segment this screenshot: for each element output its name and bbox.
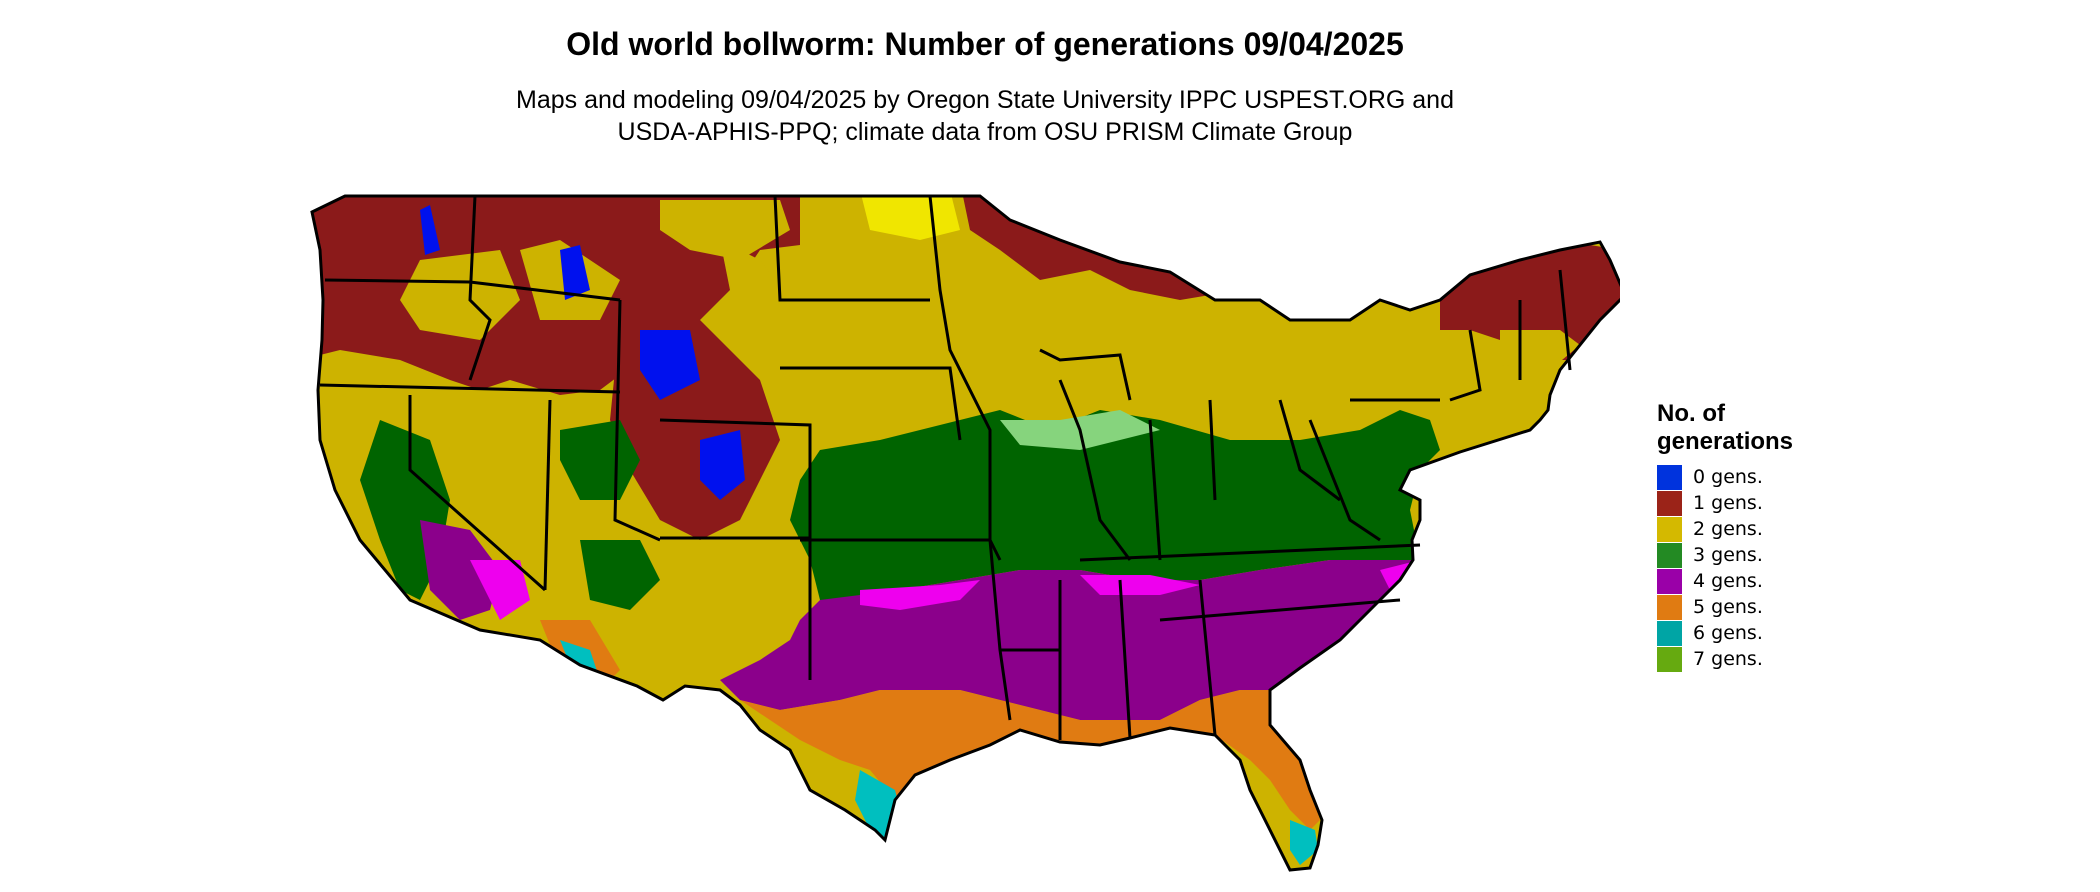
zone-4-gens-edge <box>1080 575 1200 595</box>
legend-swatch <box>1657 646 1682 672</box>
state-border <box>660 536 812 680</box>
legend-label: 4 gens. <box>1693 570 1763 592</box>
zone-3-gens-west <box>580 540 660 610</box>
subtitle-line: USDA-APHIS-PPQ; climate data from OSU PR… <box>617 118 1353 146</box>
zone-6-gens-florida <box>1290 820 1318 865</box>
state-border <box>1308 419 1381 542</box>
legend-item: 5 gens. <box>1657 594 1917 620</box>
legend-label: 0 gens. <box>1693 466 1763 488</box>
state-border <box>1159 598 1401 622</box>
state-border <box>1118 579 1132 739</box>
zone-0-gens <box>560 245 590 300</box>
zone-2-gens-patch <box>720 240 790 340</box>
state-border <box>1058 379 1132 561</box>
legend-item: 6 gens. <box>1657 620 1917 646</box>
us-generations-map <box>310 194 1620 872</box>
legend-label: 3 gens. <box>1693 544 1763 566</box>
zone-4-gens-edge <box>470 560 530 620</box>
zone-2-gens-patch <box>400 250 520 340</box>
legend-swatch <box>1657 464 1682 490</box>
legend: No. of generations 0 gens. 1 gens. 2 gen… <box>1657 400 1917 672</box>
legend-label: 5 gens. <box>1693 596 1763 618</box>
state-border <box>543 399 552 591</box>
zone-4-gens-edge <box>860 580 980 610</box>
state-border <box>324 278 621 302</box>
state-border <box>468 195 492 381</box>
legend-swatch <box>1657 516 1682 542</box>
legend-item: 7 gens. <box>1657 646 1917 672</box>
legend-items: 0 gens. 1 gens. 2 gens. 3 gens. 4 gens. … <box>1657 464 1917 672</box>
state-border <box>659 418 812 540</box>
legend-title-line: generations <box>1657 428 1794 455</box>
state-border <box>1148 419 1162 561</box>
legend-swatch <box>1657 542 1682 568</box>
legend-item: 0 gens. <box>1657 464 1917 490</box>
legend-label: 1 gens. <box>1693 492 1763 514</box>
state-border <box>1039 348 1132 401</box>
map-subtitle: Maps and modeling 09/04/2025 by Oregon S… <box>0 84 1970 148</box>
legend-label: 2 gens. <box>1693 518 1763 540</box>
legend-item: 1 gens. <box>1657 490 1917 516</box>
legend-item: 4 gens. <box>1657 568 1917 594</box>
state-border <box>1198 579 1217 736</box>
zone-0-gens <box>420 205 440 255</box>
state-border <box>1208 399 1217 501</box>
legend-label: 7 gens. <box>1693 648 1763 670</box>
state-border <box>1558 269 1572 371</box>
state-borders <box>310 194 1620 872</box>
zone-3-gens-west <box>560 420 640 500</box>
legend-swatch <box>1657 490 1682 516</box>
generation-zones <box>312 196 1620 870</box>
zone-4-gens-west <box>420 520 500 620</box>
legend-title: No. of generations <box>1657 400 1917 456</box>
state-border <box>613 299 661 542</box>
state-border <box>928 195 992 540</box>
zone-2-gens-light <box>860 196 960 240</box>
state-border <box>319 383 621 394</box>
zone-0-gens <box>700 430 745 500</box>
legend-item: 3 gens. <box>1657 542 1917 568</box>
state-border <box>1449 329 1482 402</box>
legend-label: 6 gens. <box>1693 622 1763 644</box>
state-border <box>1278 399 1341 502</box>
legend-swatch <box>1657 620 1682 646</box>
zone-5-gens <box>740 690 1320 830</box>
legend-swatch <box>1657 594 1682 620</box>
map-title: Old world bollworm: Number of generation… <box>566 26 1404 62</box>
legend-swatch <box>1657 568 1682 594</box>
legend-item: 2 gens. <box>1657 516 1917 542</box>
state-border <box>780 366 962 441</box>
zone-0-gens <box>640 330 700 400</box>
state-border <box>773 195 930 302</box>
state-border <box>1079 543 1421 562</box>
legend-title-line: No. of <box>1657 400 1725 427</box>
subtitle-line: Maps and modeling 09/04/2025 by Oregon S… <box>516 86 1454 114</box>
state-border <box>408 395 546 592</box>
zone-2-gens-patch <box>660 200 790 260</box>
